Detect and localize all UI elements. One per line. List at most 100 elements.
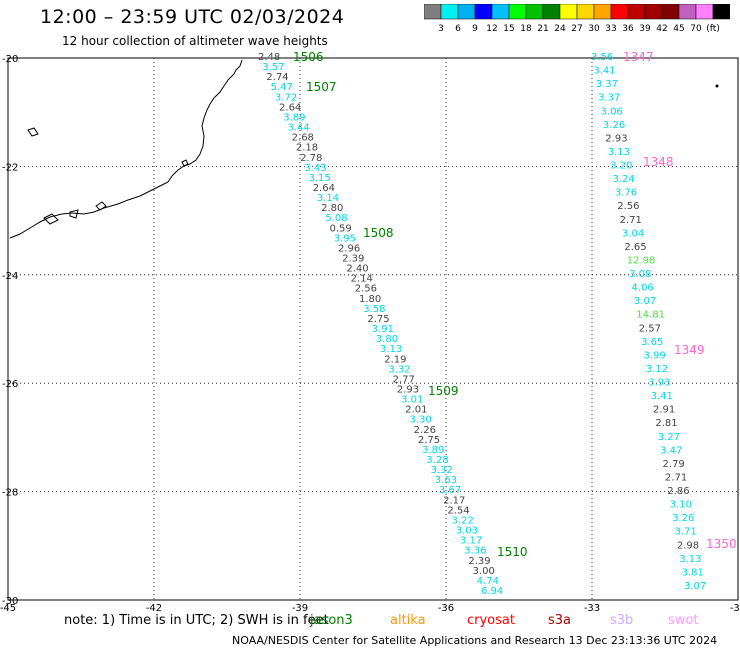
wave-height-value: 3.06	[601, 106, 623, 117]
wave-height-value: 3.93	[648, 378, 670, 389]
x-tick-label: -42	[146, 603, 162, 612]
wave-height-value: 3.37	[598, 93, 620, 104]
wave-height-value: 2.93	[605, 133, 627, 144]
wave-height-value: 3.65	[641, 337, 663, 348]
x-tick-label: -36	[438, 603, 454, 612]
wave-height-value: 3.01	[401, 395, 423, 406]
wave-height-value: 3.71	[674, 527, 696, 538]
wave-height-value: 3.43	[304, 163, 326, 174]
pass-number-label: 1347	[623, 50, 654, 64]
wave-height-value: 3.26	[603, 120, 625, 131]
wave-height-value: 2.74	[266, 72, 288, 83]
wave-height-value: 3.26	[672, 513, 694, 524]
wave-height-value: 3.07	[684, 581, 706, 592]
wave-height-value: 2.75	[418, 435, 440, 446]
pass-number-label: 1509	[428, 384, 459, 398]
wave-height-value: 4.74	[477, 576, 499, 587]
wave-height-value: 3.47	[660, 445, 682, 456]
pass-number-label: 1507	[306, 80, 337, 94]
coastline	[9, 59, 243, 239]
wave-height-value: 3.36	[464, 546, 486, 557]
wave-height-value: 3.13	[679, 554, 701, 565]
wave-height-value: 14.81	[636, 310, 665, 321]
pass-number-label: 1506	[293, 50, 324, 64]
colorbar-label: 18	[520, 24, 532, 34]
legend-item-s3b: s3b	[610, 613, 634, 628]
wave-height-value: 12.98	[627, 255, 656, 266]
wave-height-value: 3.13	[608, 147, 630, 158]
colorbar-label: 39	[639, 24, 651, 34]
wave-height-value: 3.28	[426, 455, 448, 466]
wave-height-value: 3.57	[262, 62, 284, 73]
x-tick-label: -30	[730, 603, 740, 612]
wave-height-value: 3.17	[460, 536, 482, 547]
y-tick-label: -28	[2, 488, 18, 499]
wave-height-value: 3.58	[363, 304, 385, 315]
colorbar-label: 9	[472, 24, 478, 34]
wave-height-value: 3.72	[275, 92, 297, 103]
wave-height-value: 3.95	[334, 233, 356, 244]
wave-height-value: 3.76	[615, 188, 637, 199]
wave-height-value: 2.79	[663, 459, 685, 470]
wave-height-value: 2.75	[367, 314, 389, 325]
wave-height-value: 2.18	[296, 143, 318, 154]
pass-number-label: 1510	[497, 545, 528, 559]
wave-height-value: 3.27	[658, 432, 680, 443]
colorbar-label: 24	[554, 24, 566, 34]
wave-height-value: 3.30	[409, 415, 431, 426]
wave-height-value: 3.41	[651, 391, 673, 402]
wave-height-value: 2.48	[258, 52, 280, 63]
wave-height-value: 3.03	[456, 526, 478, 537]
wave-height-value: 3.13	[380, 344, 402, 355]
wave-height-value: 2.14	[351, 274, 373, 285]
wave-height-value: 3.44	[287, 123, 309, 134]
wave-height-value: 3.10	[670, 500, 692, 511]
wave-height-value: 2.39	[468, 556, 490, 567]
wave-height-value: 2.19	[384, 354, 406, 365]
wave-height-value: 3.37	[596, 79, 618, 90]
colorbar-label: 30	[588, 24, 600, 34]
wave-height-value: 2.40	[346, 264, 368, 275]
x-tick-label: -39	[292, 603, 308, 612]
wave-height-value: 2.96	[338, 243, 360, 254]
pass-number-label: 1348	[643, 155, 674, 169]
wave-height-value: 2.56	[355, 284, 377, 295]
colorbar-swatch	[712, 4, 730, 20]
colorbar-label: 45	[673, 24, 684, 34]
wave-height-value: 3.08	[629, 269, 651, 280]
wave-height-value: 3.12	[646, 364, 668, 375]
wave-height-value: 3.99	[643, 350, 665, 361]
legend-item-swot: swot	[668, 613, 699, 628]
y-tick-label: -30	[2, 596, 18, 607]
wave-height-value: 2.77	[393, 374, 415, 385]
wave-height-value: 3.15	[308, 173, 330, 184]
wave-height-value: 0.59	[330, 223, 352, 234]
map-subtitle: 12 hour collection of altimeter wave hei…	[62, 34, 328, 48]
wave-height-value: 6.94	[481, 586, 503, 597]
colorbar-label: 3	[438, 24, 444, 34]
wave-height-value: 2.68	[292, 133, 314, 144]
y-tick-label: -26	[2, 379, 18, 390]
wave-height-value: 3.24	[612, 174, 634, 185]
wave-height-value: 2.64	[313, 183, 335, 194]
pass-number-label: 1349	[674, 343, 705, 357]
legend-item-altika: altika	[390, 613, 426, 628]
pass-number-label: 1350	[706, 537, 737, 551]
pass-number-label: 1508	[363, 226, 394, 240]
wave-height-value: 3.20	[610, 161, 632, 172]
y-tick-label: -20	[2, 54, 18, 65]
wave-height-value: 3.00	[473, 566, 495, 577]
legend-item-cryosat: cryosat	[467, 613, 515, 628]
colorbar-label: 42	[656, 24, 667, 34]
y-tick-label: -22	[2, 162, 18, 173]
wave-height-value: 2.71	[665, 472, 687, 483]
wave-height-value: 2.81	[655, 418, 677, 429]
wave-height-value: 2.86	[667, 486, 689, 497]
wave-height-value: 3.81	[682, 567, 704, 578]
wave-height-value: 3.04	[622, 228, 644, 239]
wave-height-value: 2.93	[397, 384, 419, 395]
wave-height-value: 3.32	[388, 364, 410, 375]
colorbar-label: 6	[455, 24, 461, 34]
map-title: 12:00 – 23:59 UTC 02/03/2024	[40, 6, 345, 28]
pass-labels: 1506 1507 1508 1509 1510 1347 1348 1349 1350	[293, 50, 737, 559]
